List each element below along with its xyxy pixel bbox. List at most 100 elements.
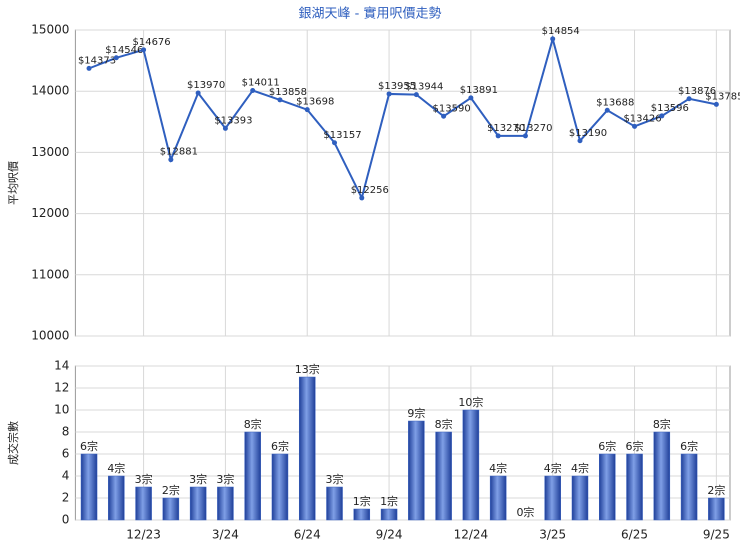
point bbox=[604, 107, 610, 113]
point bbox=[86, 65, 92, 71]
bar bbox=[244, 431, 261, 521]
point bbox=[550, 36, 556, 42]
x-tick-label: 12/24 bbox=[454, 528, 489, 542]
y-tick-label: 8 bbox=[62, 425, 70, 439]
data-label: 6宗 bbox=[626, 439, 644, 453]
data-label: 4宗 bbox=[571, 461, 589, 475]
data-label: 0宗 bbox=[516, 505, 534, 519]
bar bbox=[135, 486, 152, 521]
y-tick-label: 11000 bbox=[31, 267, 69, 281]
bar bbox=[626, 453, 643, 521]
data-label: $13698 bbox=[296, 97, 334, 108]
y-axis-label: 平均呎價 bbox=[6, 161, 20, 205]
data-label: $13157 bbox=[323, 130, 361, 141]
data-label: 6宗 bbox=[80, 439, 98, 453]
bar bbox=[408, 420, 425, 521]
bar bbox=[380, 508, 398, 521]
data-label: $12881 bbox=[160, 147, 198, 158]
line bbox=[88, 35, 717, 201]
data-label: $14373 bbox=[78, 55, 116, 66]
point bbox=[468, 95, 474, 101]
data-label: 4宗 bbox=[107, 461, 125, 475]
y-tick-label: 14000 bbox=[31, 84, 69, 98]
x-tick-label: 12/23 bbox=[126, 528, 161, 542]
data-label: 2宗 bbox=[707, 483, 725, 497]
bar bbox=[162, 497, 180, 521]
bar bbox=[462, 409, 480, 521]
bar bbox=[298, 376, 316, 521]
point bbox=[386, 91, 392, 97]
data-label: $14676 bbox=[132, 37, 170, 48]
y-tick-label: 13000 bbox=[31, 145, 69, 159]
data-label: $12256 bbox=[351, 185, 389, 196]
bar bbox=[599, 453, 616, 521]
point bbox=[441, 113, 447, 119]
bar bbox=[435, 431, 452, 521]
point bbox=[713, 101, 719, 107]
data-label: $13426 bbox=[623, 113, 661, 124]
y-tick-label: 10 bbox=[54, 403, 69, 417]
data-label: $13393 bbox=[214, 115, 252, 126]
x-tick-label: 9/25 bbox=[703, 528, 730, 542]
y-tick-label: 6 bbox=[62, 447, 70, 461]
chart-title: 銀湖天峰 - 實用呎價走勢 bbox=[299, 6, 442, 22]
data-label: $13590 bbox=[433, 103, 471, 114]
y-tick-label: 2 bbox=[62, 491, 70, 505]
y-tick-label: 15000 bbox=[31, 23, 69, 37]
data-label: 6宗 bbox=[598, 439, 616, 453]
bar bbox=[544, 475, 561, 521]
point bbox=[113, 55, 119, 61]
plot-frame bbox=[74, 29, 731, 337]
data-label: 8宗 bbox=[653, 417, 671, 431]
data-label: $13688 bbox=[596, 97, 634, 108]
point bbox=[195, 90, 201, 96]
data-label: 3宗 bbox=[135, 472, 153, 486]
data-label: 9宗 bbox=[407, 406, 425, 420]
data-label: 8宗 bbox=[435, 417, 453, 431]
point bbox=[495, 133, 501, 139]
y-tick-label: 14 bbox=[54, 359, 69, 373]
point bbox=[250, 88, 256, 94]
point bbox=[413, 92, 419, 98]
data-label: $14011 bbox=[242, 78, 280, 89]
data-label: $13955 bbox=[378, 81, 416, 92]
x-tick-label: 6/24 bbox=[294, 528, 321, 542]
bar bbox=[80, 453, 98, 521]
data-label: 1宗 bbox=[380, 494, 398, 508]
data-label: 13宗 bbox=[295, 362, 320, 376]
point bbox=[659, 113, 665, 119]
point bbox=[522, 133, 528, 139]
data-label: 3宗 bbox=[189, 472, 207, 486]
data-label: $13270 bbox=[487, 123, 525, 134]
data-label: $13944 bbox=[405, 82, 443, 93]
bar bbox=[326, 486, 343, 521]
bar bbox=[708, 497, 725, 521]
data-label: $13858 bbox=[269, 87, 307, 98]
data-label: 4宗 bbox=[544, 461, 562, 475]
data-label: 8宗 bbox=[244, 417, 262, 431]
point bbox=[686, 96, 692, 102]
data-label: $14854 bbox=[542, 26, 580, 37]
data-label: $13190 bbox=[569, 128, 607, 139]
bar bbox=[680, 453, 698, 521]
data-label: 2宗 bbox=[162, 483, 180, 497]
data-label: $13785 bbox=[705, 91, 740, 102]
data-label: $13596 bbox=[651, 103, 689, 114]
point bbox=[577, 138, 583, 144]
bar bbox=[108, 475, 125, 521]
data-label: $14546 bbox=[105, 45, 143, 56]
y-tick-label: 0 bbox=[62, 513, 70, 527]
data-label: $13876 bbox=[678, 86, 716, 97]
data-label: 6宗 bbox=[680, 439, 698, 453]
bar bbox=[217, 486, 234, 521]
bar bbox=[189, 486, 207, 521]
y-tick-label: 10000 bbox=[31, 329, 69, 343]
data-label: 3宗 bbox=[216, 472, 234, 486]
data-label: $13891 bbox=[460, 85, 498, 96]
point bbox=[222, 125, 228, 131]
y-tick-label: 12 bbox=[54, 381, 69, 395]
y-tick-label: 4 bbox=[62, 469, 70, 483]
data-label: 4宗 bbox=[489, 461, 507, 475]
y-axis-label: 成交宗數 bbox=[6, 421, 20, 465]
